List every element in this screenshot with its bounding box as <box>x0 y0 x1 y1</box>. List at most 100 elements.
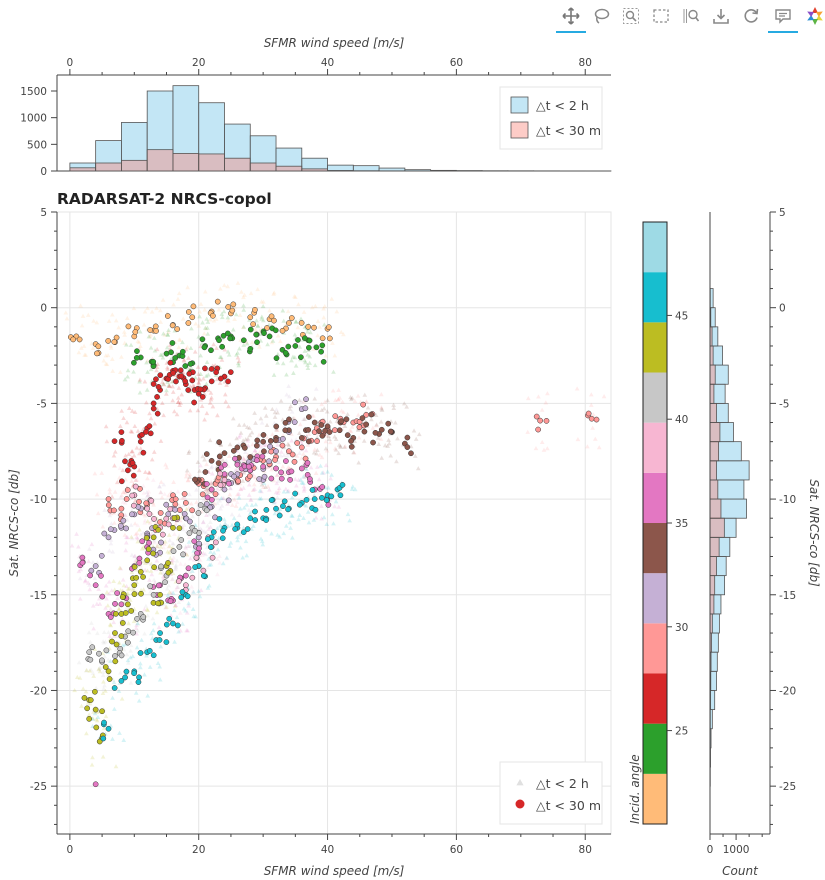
scatter-point <box>338 418 345 425</box>
faint-triangle-point <box>198 301 204 306</box>
faint-triangle-point <box>117 465 123 471</box>
faint-triangle-point <box>94 718 100 723</box>
faint-triangle-point <box>271 291 276 296</box>
faint-triangle-point <box>133 625 139 630</box>
faint-triangle-point <box>340 399 345 404</box>
faint-triangle-point <box>170 398 176 403</box>
scatter-point <box>98 572 104 579</box>
hover-tool[interactable] <box>768 4 798 33</box>
scatter-point <box>157 372 164 379</box>
faint-triangle-point <box>275 410 280 415</box>
scatter-point <box>234 444 241 451</box>
faint-triangle-point <box>293 319 299 324</box>
faint-triangle-point <box>208 465 214 470</box>
faint-triangle-point <box>292 294 297 299</box>
faint-triangle-point <box>574 386 580 391</box>
faint-triangle-point <box>180 527 186 532</box>
scatter-point <box>133 574 140 581</box>
scatter-point <box>189 377 196 384</box>
save-tool[interactable] <box>708 4 734 28</box>
faint-triangle-point <box>208 549 213 554</box>
top-x-tick-label: 40 <box>321 57 334 69</box>
faint-triangle-point <box>541 447 547 452</box>
faint-triangle-point <box>316 477 322 482</box>
scatter-point <box>118 505 125 512</box>
right-x-axis-label: Count <box>722 864 759 878</box>
faint-triangle-point <box>314 464 320 469</box>
lasso-select-tool[interactable] <box>588 4 614 28</box>
scatter-point <box>79 559 86 566</box>
faint-triangle-point <box>255 323 261 328</box>
faint-triangle-point <box>127 631 132 637</box>
faint-triangle-point <box>109 588 115 593</box>
faint-triangle-point <box>118 494 124 499</box>
faint-triangle-point <box>173 587 179 592</box>
scatter-point <box>87 697 94 703</box>
scatter-point <box>533 413 540 420</box>
download-icon <box>713 9 729 24</box>
faint-triangle-point <box>324 521 330 527</box>
scatter-point <box>253 331 260 338</box>
faint-triangle-point <box>339 408 344 413</box>
scatter-point <box>123 496 130 502</box>
faint-triangle-point <box>164 345 170 350</box>
faint-triangle-point <box>290 513 295 518</box>
box-select-tool[interactable] <box>648 4 674 28</box>
faint-triangle-point <box>525 396 531 401</box>
faint-triangle-point <box>259 299 264 304</box>
scatter-point <box>189 314 196 321</box>
scatter-point <box>234 461 241 468</box>
faint-triangle-point <box>204 381 209 386</box>
faint-triangle-point <box>139 546 145 551</box>
scatter-point <box>319 432 326 439</box>
faint-triangle-point <box>157 484 162 489</box>
scatter-point <box>99 593 106 600</box>
faint-triangle-point <box>112 463 117 468</box>
faint-triangle-point <box>185 478 191 483</box>
scatter-point <box>295 337 301 343</box>
faint-triangle-point <box>285 309 291 314</box>
faint-triangle-point <box>134 530 140 536</box>
faint-triangle-point <box>193 321 199 326</box>
scatter-point <box>292 399 298 406</box>
scatter-point <box>247 473 253 479</box>
faint-triangle-point <box>250 487 256 493</box>
scatter-point <box>199 491 206 498</box>
scatter-point <box>163 639 170 645</box>
colorbar-tick-label: 30 <box>675 622 688 634</box>
zoom-box-tool[interactable] <box>618 4 644 28</box>
faint-triangle-point <box>182 562 188 567</box>
faint-triangle-point <box>248 497 254 502</box>
faint-triangle-point <box>130 587 136 592</box>
faint-triangle-point <box>180 621 185 626</box>
faint-triangle-point <box>190 552 196 557</box>
top-hist-bar <box>352 165 380 172</box>
faint-triangle-point <box>261 442 267 447</box>
faint-triangle-point <box>329 296 335 301</box>
faint-triangle-point <box>285 489 290 494</box>
faint-triangle-point <box>174 558 180 563</box>
scatter-legend-box <box>499 761 603 825</box>
faint-triangle-point <box>292 476 298 482</box>
faint-triangle-point <box>284 372 289 377</box>
faint-triangle-point <box>262 405 268 410</box>
faint-triangle-point <box>259 314 265 319</box>
faint-triangle-point <box>100 672 106 678</box>
faint-triangle-point <box>238 486 244 491</box>
faint-triangle-point <box>373 412 379 418</box>
faint-triangle-point <box>257 344 262 349</box>
scatter-point <box>328 493 335 500</box>
faint-triangle-point <box>104 439 110 444</box>
faint-triangle-point <box>154 520 159 525</box>
pan-tool[interactable] <box>556 4 586 33</box>
faint-triangle-point <box>86 559 91 564</box>
faint-triangle-point <box>323 446 329 451</box>
faint-triangle-point <box>195 364 201 369</box>
faint-triangle-point <box>202 457 207 462</box>
scatter-point <box>178 594 185 601</box>
faint-triangle-point <box>235 538 240 543</box>
wheel-zoom-tool[interactable] <box>678 4 704 28</box>
faint-triangle-point <box>117 475 122 480</box>
reset-tool[interactable] <box>738 4 764 28</box>
